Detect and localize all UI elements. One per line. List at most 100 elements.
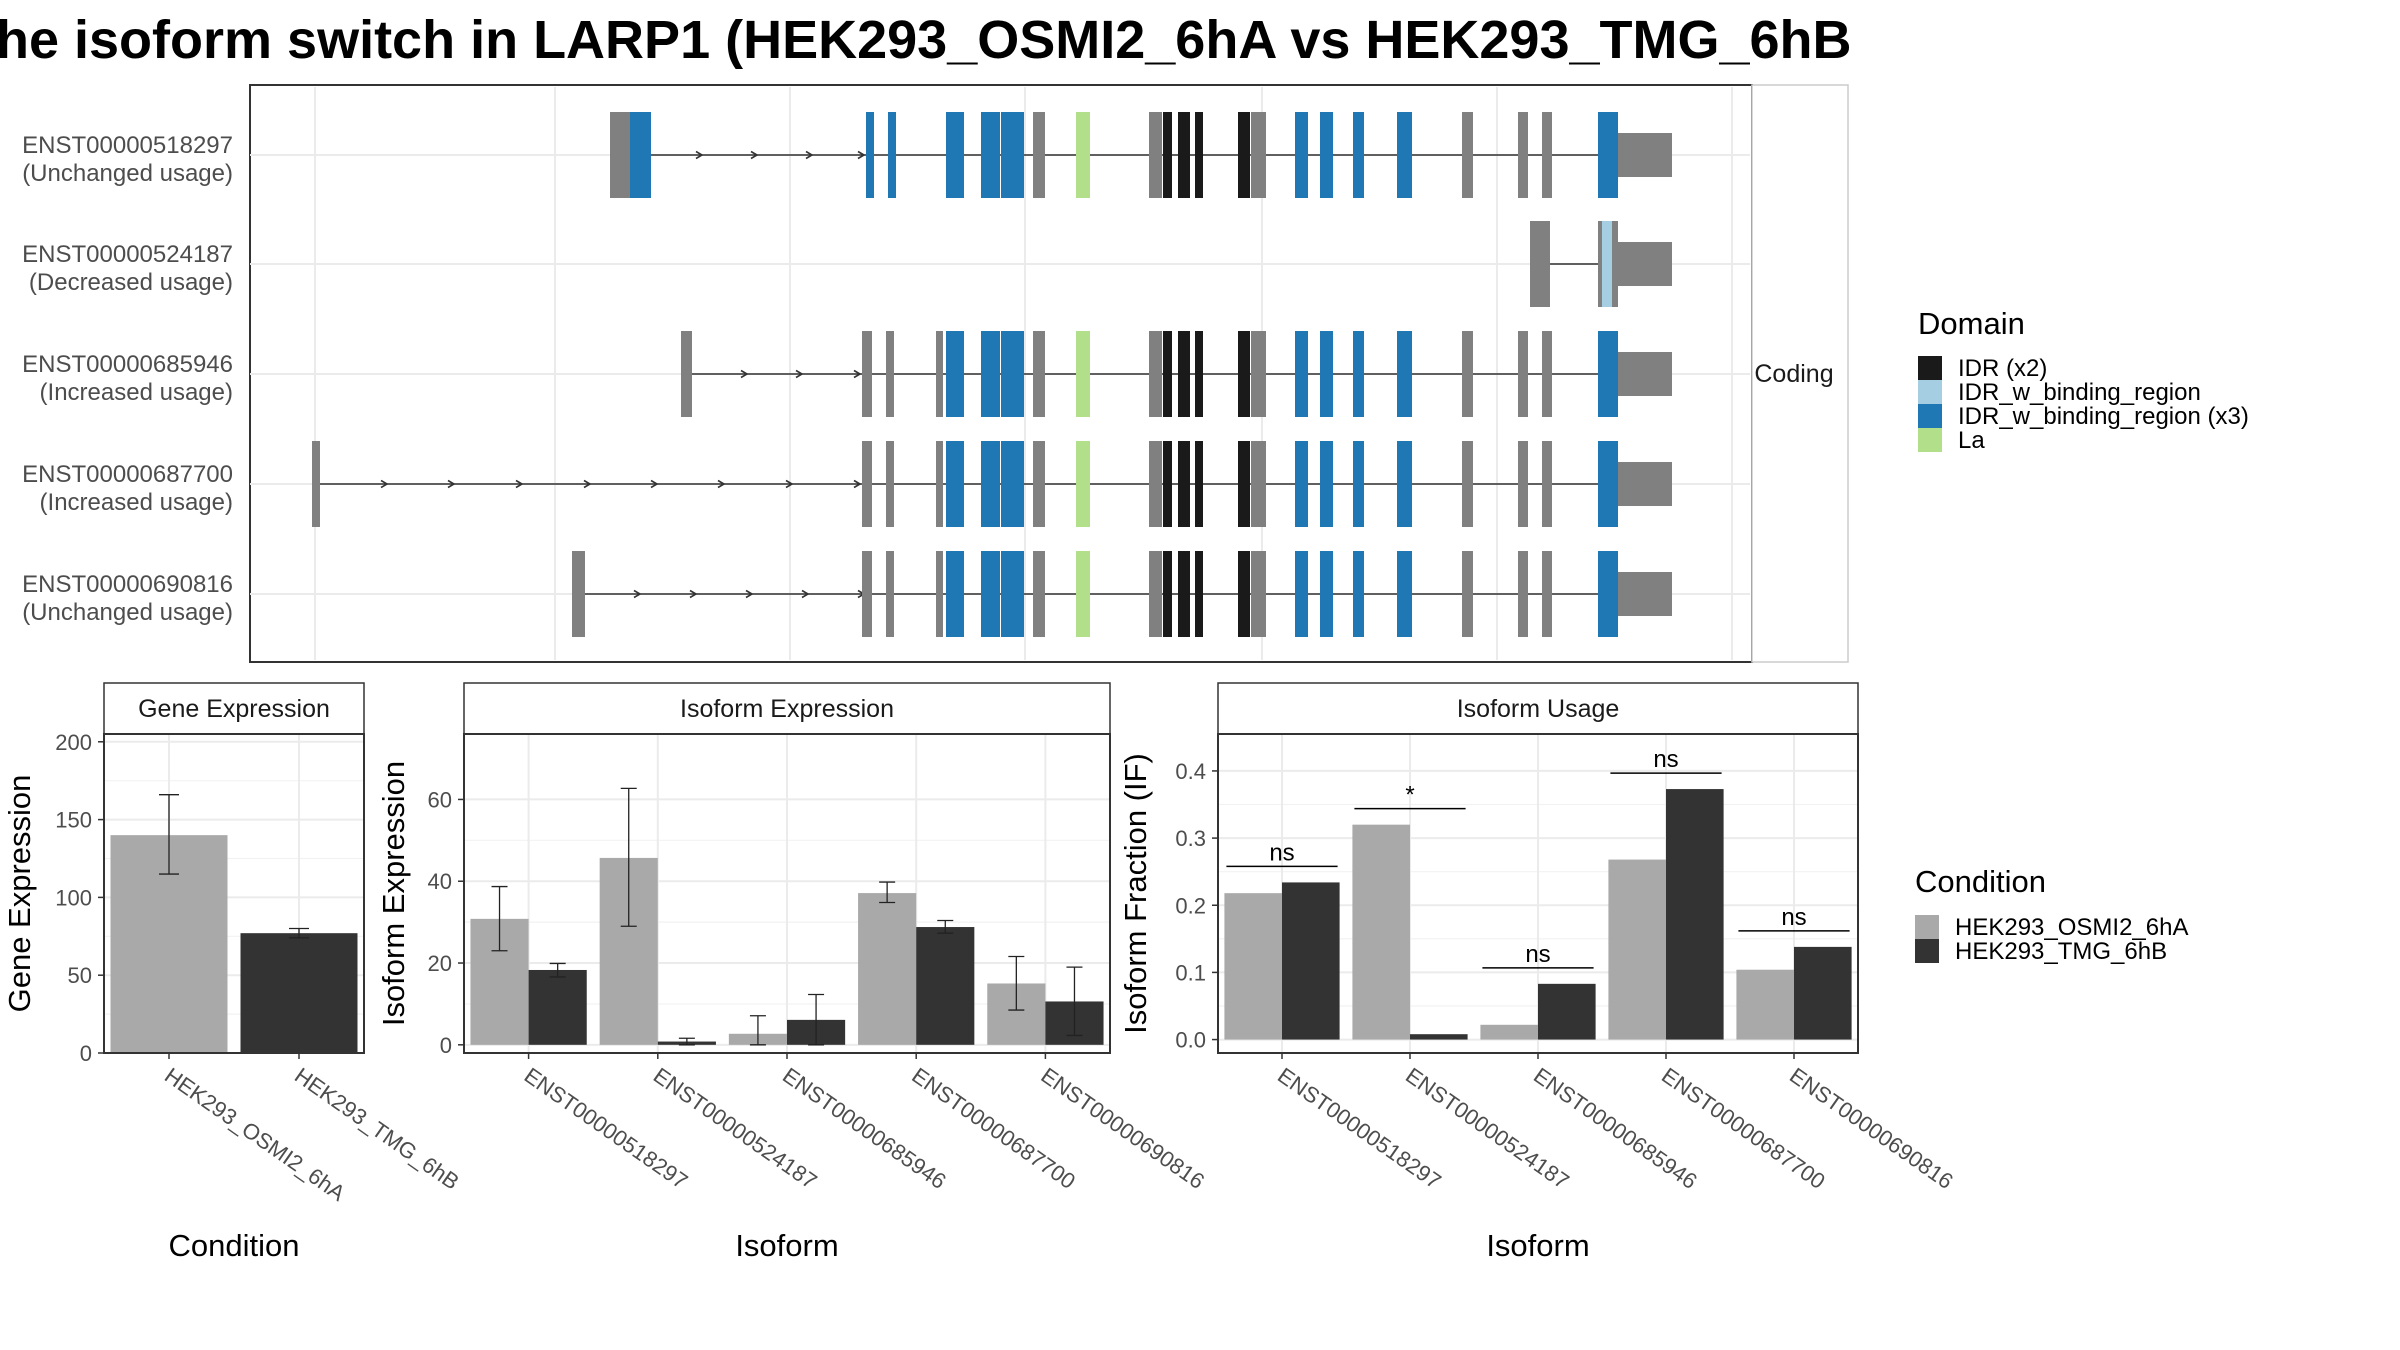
exon-block	[1462, 112, 1473, 198]
exon-block	[1530, 221, 1550, 307]
exon-block	[1598, 331, 1618, 417]
structure-strip	[1751, 84, 1849, 663]
intron-direction-arrow	[805, 150, 814, 160]
condition-legend-label: HEK293_OSMI2_6hA	[1955, 914, 2188, 941]
transcript-usage-label: (Increased usage)	[40, 489, 233, 516]
domain-legend-key	[1918, 404, 1942, 428]
y-tick-label: 60	[428, 787, 452, 812]
y-tick-label: 0.0	[1175, 1028, 1206, 1053]
exon-block	[1163, 331, 1172, 417]
intron-direction-arrow	[695, 150, 704, 160]
intron-direction-arrow	[740, 369, 749, 379]
bar-HEK293_OSMI2_6hA-ENST00000685946	[1480, 1024, 1538, 1040]
exon-block	[1238, 331, 1250, 417]
intron-direction-arrow	[745, 589, 754, 599]
exon-block	[862, 331, 872, 417]
exon-block	[1397, 441, 1412, 527]
domain-legend-label: IDR_w_binding_region	[1958, 379, 2201, 406]
transcript-track-ENST00000685946	[250, 331, 1750, 417]
exon-block	[312, 441, 320, 527]
exon-block	[886, 441, 894, 527]
exon-block	[1598, 551, 1618, 637]
exon-block	[946, 112, 964, 198]
bar-HEK293_TMG_6hB-ENST00000687700	[916, 927, 975, 1045]
condition-legend-label: HEK293_TMG_6hB	[1955, 938, 2167, 965]
bar-HEK293_TMG_6hB-ENST00000690816	[1794, 946, 1852, 1040]
intron-direction-arrow	[650, 479, 659, 489]
domain-legend: Domain IDR (x2)IDR_w_binding_regionIDR_w…	[1918, 306, 2249, 454]
significance-label: ns	[1653, 746, 1678, 773]
exon-block	[1542, 441, 1552, 527]
panel-title: Gene Expression	[138, 695, 330, 723]
exon-block	[862, 441, 872, 527]
panel-strip	[1217, 682, 1859, 735]
intron-direction-arrow	[785, 479, 794, 489]
exon-block	[1195, 112, 1203, 198]
exon-block	[936, 551, 943, 637]
transcript-label-ENST00000518297: ENST00000518297(Unchanged usage)	[22, 132, 233, 187]
intron-direction-arrow	[857, 150, 866, 160]
exon-block	[1353, 551, 1364, 637]
exon-block	[1251, 112, 1266, 198]
panel-strip	[103, 682, 365, 735]
exon-block	[946, 331, 964, 417]
y-tick-label: 20	[428, 951, 452, 976]
intron-direction-arrow	[801, 589, 810, 599]
transcript-id-label: ENST00000687700	[22, 461, 233, 488]
intron-direction-arrow	[795, 369, 804, 379]
exon-block	[981, 441, 1000, 527]
utr-block	[1618, 572, 1672, 616]
exon-block	[1295, 112, 1308, 198]
exon-block	[1163, 112, 1172, 198]
utr-block	[1618, 242, 1672, 286]
exon-block	[1163, 441, 1172, 527]
transcript-id-label: ENST00000690816	[22, 571, 233, 598]
bar-HEK293_OSMI2_6hA-ENST00000690816	[1736, 969, 1794, 1040]
intron-direction-arrow	[633, 589, 642, 599]
exon-block	[1353, 331, 1364, 417]
domain-legend-key	[1918, 380, 1942, 404]
exon-block	[1397, 331, 1412, 417]
significance-label: ns	[1781, 904, 1806, 931]
exon-block	[1178, 441, 1190, 527]
condition-legend-title: Condition	[1915, 864, 2046, 899]
utr-block	[1618, 462, 1672, 506]
exon-block	[1033, 441, 1045, 527]
intron-direction-arrow	[853, 479, 862, 489]
intron-direction-arrow	[717, 479, 726, 489]
y-tick-label: 0.2	[1175, 893, 1206, 918]
bar-HEK293_TMG_6hB-ENST00000687700	[1666, 789, 1724, 1040]
gene-expression-panel: Gene Expression050100150200HEK293_OSMI2_…	[2, 682, 464, 1263]
bar-HEK293_OSMI2_6hA-ENST00000687700	[1608, 859, 1666, 1040]
intron-direction-arrow	[750, 150, 759, 160]
bar-HEK293_OSMI2_6hA-ENST00000524187	[1352, 824, 1410, 1040]
domain-legend-label: IDR (x2)	[1958, 355, 2047, 382]
transcript-label-ENST00000690816: ENST00000690816(Unchanged usage)	[22, 571, 233, 626]
exon-block	[1163, 551, 1172, 637]
exon-block	[1353, 112, 1364, 198]
transcript-usage-label: (Unchanged usage)	[22, 599, 233, 626]
exon-block	[886, 551, 894, 637]
isoform-usage-panel: Isoform Usage0.00.10.20.30.4ns*nsnsnsENS…	[1118, 682, 1958, 1263]
x-axis-title: Isoform	[1486, 1228, 1589, 1263]
structure-tracks	[250, 112, 1750, 637]
y-tick-label: 0.1	[1175, 960, 1206, 985]
panel-strip	[463, 682, 1111, 735]
structure-strip-label: Coding	[1754, 360, 1833, 388]
y-tick-label: 0.3	[1175, 826, 1206, 851]
exon-block	[1598, 112, 1618, 198]
exon-block	[1518, 112, 1528, 198]
exon-block	[1178, 331, 1190, 417]
y-tick-label: 100	[55, 885, 92, 910]
bar-HEK293_TMG_6hB-ENST00000524187	[1410, 1034, 1468, 1040]
y-axis-title: Isoform Fraction (IF)	[1118, 753, 1153, 1034]
bar-HEK293_TMG_6hB-ENST00000685946	[1538, 983, 1596, 1040]
y-tick-label: 150	[55, 808, 92, 833]
y-tick-label: 40	[428, 869, 452, 894]
exon-block	[1518, 551, 1528, 637]
y-tick-label: 200	[55, 730, 92, 755]
intron-direction-arrow	[689, 589, 698, 599]
domain-legend-key	[1918, 428, 1942, 452]
transcript-track-ENST00000524187	[250, 221, 1750, 307]
transcript-id-label: ENST00000524187	[22, 241, 233, 268]
